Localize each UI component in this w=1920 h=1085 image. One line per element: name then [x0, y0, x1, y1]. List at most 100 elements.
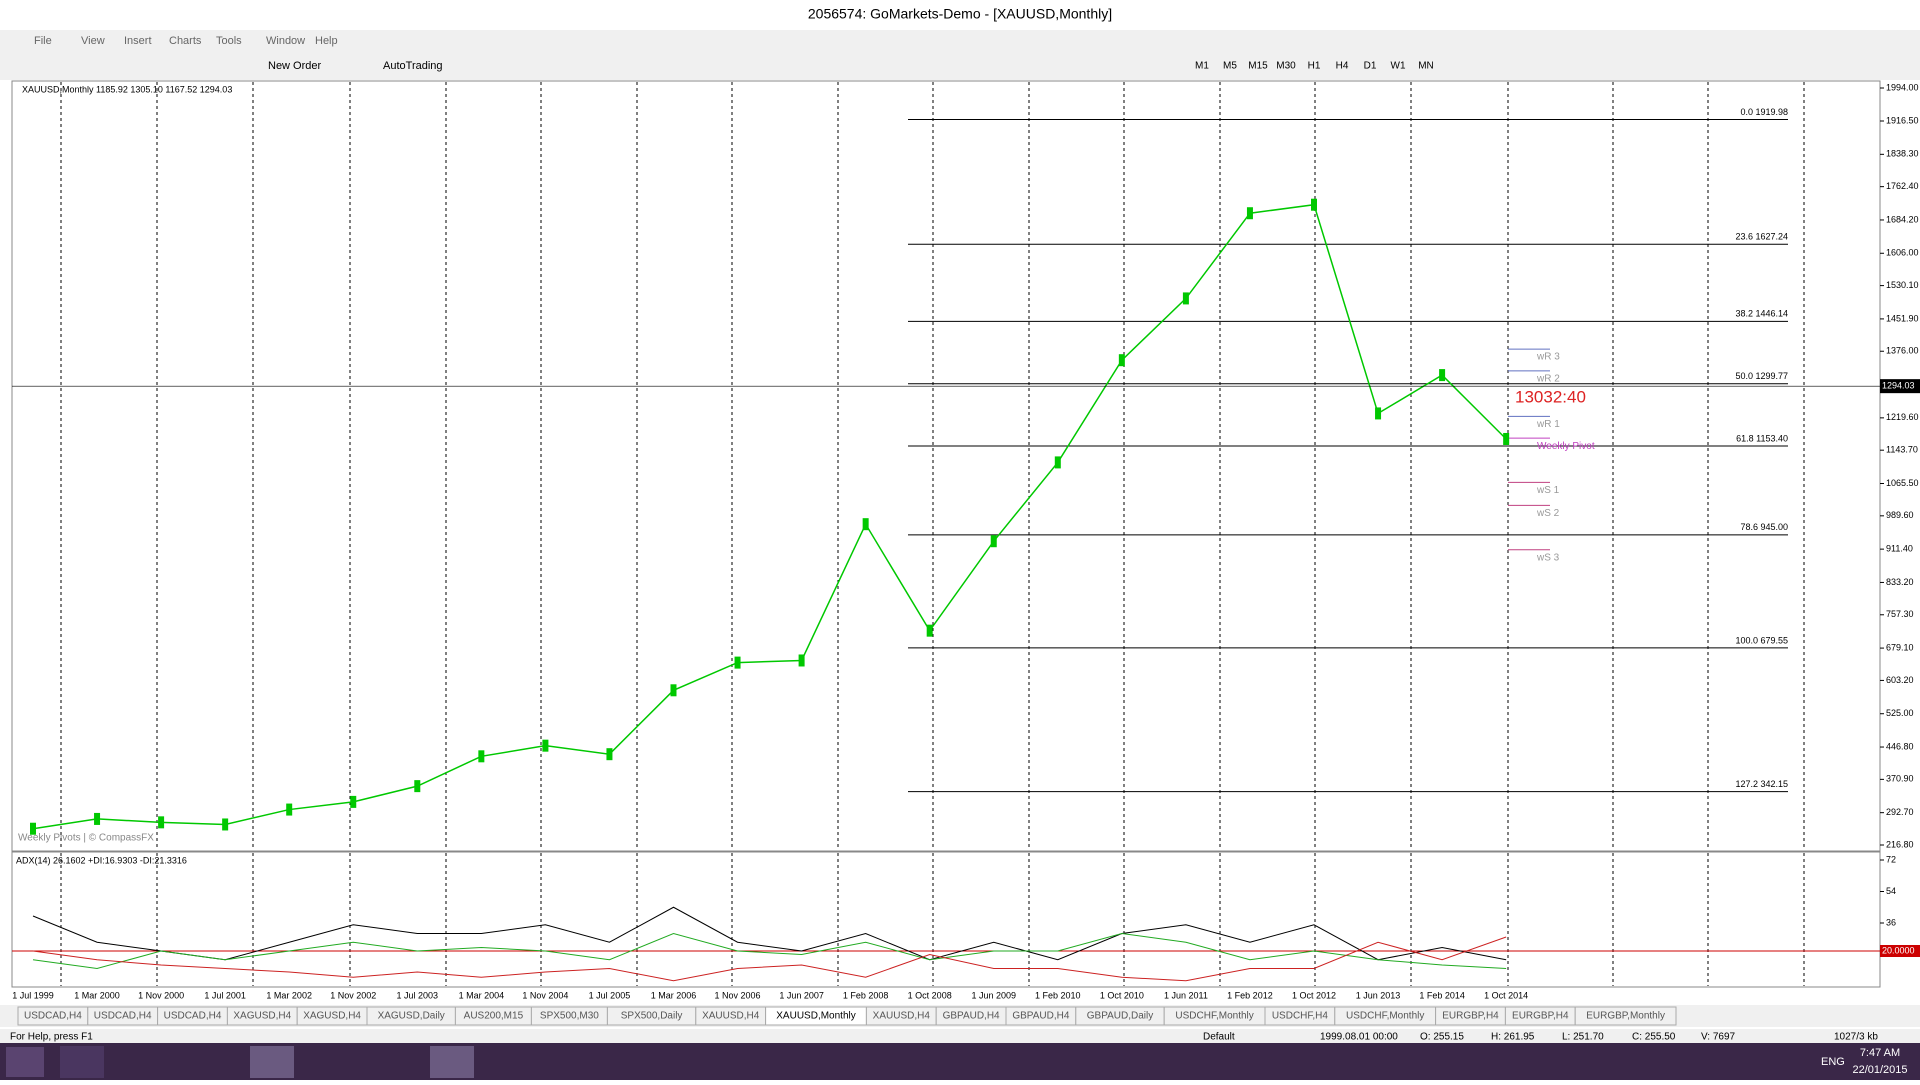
- chart-tab-label[interactable]: XAGUSD,Daily: [378, 1011, 445, 1022]
- date-label: 1 Feb 2012: [1227, 990, 1273, 1000]
- status-help: For Help, press F1: [10, 1032, 93, 1043]
- timeframe-button[interactable]: W1: [1391, 61, 1406, 72]
- clock[interactable]: 7:47 AM: [1860, 1047, 1900, 1059]
- taskbar-app[interactable]: [60, 1046, 104, 1078]
- y-tick-label: 216.80: [1886, 839, 1914, 849]
- chart-tab-label[interactable]: XAUUSD,Monthly: [776, 1011, 855, 1022]
- date-label: 1 Jul 2003: [397, 990, 439, 1000]
- chart-tab-label[interactable]: EURGBP,Monthly: [1586, 1011, 1665, 1022]
- y-tick-label: 1451.90: [1886, 313, 1919, 323]
- timeframe-button[interactable]: M5: [1223, 61, 1237, 72]
- status-traffic: 1027/3 kb: [1834, 1032, 1878, 1043]
- date-label: 1 Nov 2006: [715, 990, 761, 1000]
- menu-item[interactable]: Help: [315, 35, 338, 47]
- date-label: 1 Jun 2013: [1356, 990, 1401, 1000]
- fib-label: 23.6 1627.24: [1735, 232, 1788, 242]
- price-tag: [1880, 379, 1920, 394]
- chart-tab-label[interactable]: XAUUSD,H4: [873, 1011, 931, 1022]
- y-tick-label: 1762.40: [1886, 181, 1919, 191]
- chart-area: [11, 80, 1881, 852]
- timeframe-button[interactable]: M1: [1195, 61, 1209, 72]
- date-label: 1 Jun 2007: [779, 990, 824, 1000]
- fib-label: 100.0 679.55: [1735, 635, 1788, 645]
- status-time: 1999.08.01 00:00: [1320, 1032, 1398, 1043]
- y-tick-label: 603.20: [1886, 675, 1914, 685]
- menu-item[interactable]: Tools: [216, 35, 242, 47]
- level-label: 20.0000: [1882, 945, 1915, 955]
- y-tick-label: 1916.50: [1886, 115, 1919, 125]
- timeframe-button[interactable]: H4: [1336, 61, 1349, 72]
- chart-tab-label[interactable]: SPX500,Daily: [621, 1011, 683, 1022]
- date-label: 1 Oct 2010: [1100, 990, 1144, 1000]
- y-tick-label: 54: [1886, 886, 1896, 896]
- date-label: 1 Nov 2002: [330, 990, 376, 1000]
- y-tick-label: 525.00: [1886, 708, 1914, 718]
- chart-tab-label[interactable]: GBPAUD,H4: [943, 1011, 1000, 1022]
- timeframe-button[interactable]: M15: [1248, 61, 1268, 72]
- timeframe-button[interactable]: M30: [1276, 61, 1296, 72]
- fib-label: 127.2 342.15: [1735, 779, 1788, 789]
- menu-item[interactable]: Charts: [169, 35, 202, 47]
- chart-tab[interactable]: [1574, 1006, 1677, 1026]
- status-low: L: 251.70: [1562, 1032, 1604, 1043]
- taskbar: [0, 1043, 1920, 1080]
- chart-tab-label[interactable]: USDCHF,Monthly: [1346, 1011, 1424, 1022]
- date-label: 1 Jul 2001: [204, 990, 246, 1000]
- pivot-label: wR 3: [1536, 352, 1560, 363]
- pivot-label: wR 1: [1536, 419, 1560, 430]
- chart-tab-label[interactable]: SPX500,M30: [540, 1011, 599, 1022]
- indicator-line: [32, 936, 1507, 982]
- start-button[interactable]: [6, 1047, 44, 1077]
- timeframe-button[interactable]: MN: [1418, 61, 1434, 72]
- status-close: C: 255.50: [1632, 1032, 1676, 1043]
- chart-tab-label[interactable]: USDCHF,Monthly: [1175, 1011, 1253, 1022]
- y-tick-label: 292.70: [1886, 807, 1914, 817]
- pivot-label: wS 2: [1536, 508, 1560, 519]
- chart-tab-label[interactable]: USDCHF,H4: [1272, 1011, 1329, 1022]
- y-tick-label: 72: [1886, 854, 1896, 864]
- menu-item[interactable]: File: [34, 35, 52, 47]
- y-tick-label: 1065.50: [1886, 478, 1919, 488]
- chart-tab-label[interactable]: EURGBP,H4: [1512, 1011, 1569, 1022]
- timeframe-button[interactable]: D1: [1364, 61, 1377, 72]
- chart-tab-label[interactable]: USDCAD,H4: [24, 1011, 82, 1022]
- y-tick-label: 833.20: [1886, 577, 1914, 587]
- y-tick-label: 1530.10: [1886, 280, 1919, 290]
- fib-label: 61.8 1153.40: [1736, 433, 1788, 443]
- menu-item[interactable]: Window: [266, 35, 305, 47]
- taskbar-app[interactable]: [250, 1046, 294, 1078]
- toolbar-button[interactable]: New Order: [268, 60, 322, 72]
- date-label: 1 Feb 2010: [1035, 990, 1081, 1000]
- close-line: [32, 203, 1507, 830]
- status-bar: [0, 1029, 1920, 1043]
- chart-tab-label[interactable]: GBPAUD,H4: [1012, 1011, 1069, 1022]
- date-label: 1 Mar 2004: [459, 990, 505, 1000]
- date-label: 1 Mar 2002: [266, 990, 312, 1000]
- pivot-label: wS 3: [1536, 552, 1560, 563]
- chart-tab-label[interactable]: EURGBP,H4: [1442, 1011, 1499, 1022]
- price-tag-label: 1294.03: [1882, 381, 1915, 391]
- chart-tab-label[interactable]: XAGUSD,H4: [233, 1011, 291, 1022]
- timeframe-button[interactable]: H1: [1308, 61, 1321, 72]
- chart-tab-label[interactable]: USDCAD,H4: [94, 1011, 152, 1022]
- pivot-label: wR 2: [1536, 373, 1560, 384]
- chart-tab-label[interactable]: XAUUSD,H4: [702, 1011, 760, 1022]
- chart-tab-label[interactable]: GBPAUD,Daily: [1087, 1011, 1154, 1022]
- chart-tab-label[interactable]: AUS200,M15: [464, 1011, 524, 1022]
- chart-tab-label[interactable]: USDCAD,H4: [164, 1011, 222, 1022]
- indicator-line: [32, 932, 1507, 970]
- indicator-area: [11, 851, 1881, 988]
- date-label: 1 Feb 2008: [843, 990, 889, 1000]
- date-label: 1 Oct 2014: [1484, 990, 1528, 1000]
- taskbar-app[interactable]: [430, 1046, 474, 1078]
- pivot-label: wS 1: [1536, 485, 1560, 496]
- menu-item[interactable]: Insert: [124, 35, 152, 47]
- date-label: 1 Oct 2008: [908, 990, 952, 1000]
- date[interactable]: 22/01/2015: [1852, 1064, 1907, 1076]
- menu-item[interactable]: View: [81, 35, 105, 47]
- toolbar-button[interactable]: AutoTrading: [383, 60, 443, 72]
- chart-tab-label[interactable]: XAGUSD,H4: [303, 1011, 361, 1022]
- date-label: 1 Nov 2004: [522, 990, 568, 1000]
- date-label: 1 Jul 2005: [589, 990, 631, 1000]
- language[interactable]: ENG: [1821, 1056, 1845, 1068]
